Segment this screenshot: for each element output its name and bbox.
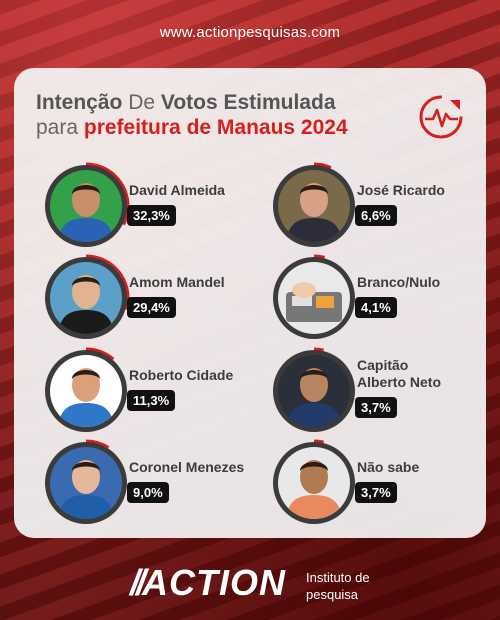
candidate-name-line: Coronel Menezes	[129, 459, 245, 475]
candidate-name-line: José Ricardo	[357, 182, 445, 198]
candidate-photo	[50, 447, 122, 519]
title-word-votos: Votos Estimulada	[160, 91, 336, 114]
percent-badge: 4,1%	[355, 297, 397, 318]
title-highlight: prefeitura de Manaus 2024	[83, 116, 348, 139]
candidate-photo	[50, 355, 122, 427]
candidate-name: Coronel Menezes	[129, 459, 244, 476]
brand-subtitle: Instituto de pesquisa	[306, 569, 370, 603]
candidate-name: Capitão Alberto Neto	[357, 357, 441, 391]
candidate-name-line: Não sabe	[357, 459, 420, 475]
percent-arc	[270, 347, 358, 435]
percent-arc	[270, 254, 358, 342]
candidate-name-line: Amom Mandel	[129, 274, 225, 290]
percent-ring	[270, 347, 358, 435]
brand-slashes: //	[130, 562, 146, 603]
percent-badge: 32,3%	[127, 205, 176, 226]
title-line-2: para prefeitura de Manaus 2024	[36, 116, 348, 140]
percent-badge: 6,6%	[355, 205, 397, 226]
percent-badge: 29,4%	[127, 297, 176, 318]
brand-name: ACTION	[142, 562, 287, 603]
candidate-name: David Almeida	[129, 182, 225, 199]
candidate-photo	[50, 262, 122, 334]
candidate-name-line: Roberto Cidade	[129, 367, 234, 383]
percent-badge: 3,7%	[355, 482, 397, 503]
candidate-name: Branco/Nulo	[357, 274, 440, 291]
candidate-name-line: Capitão	[357, 357, 409, 373]
percent-ring	[270, 254, 358, 342]
candidate-photo	[50, 170, 122, 242]
site-url[interactable]: www.actionpesquisas.com	[159, 24, 341, 41]
brand-sub-line-2: pesquisa	[306, 587, 359, 602]
title-word-para: para	[36, 116, 84, 139]
percent-arc	[270, 439, 358, 527]
percent-badge: 11,3%	[127, 390, 176, 411]
candidate-name-line: David Almeida	[129, 182, 225, 198]
candidate-name: José Ricardo	[357, 182, 445, 199]
brand-sub-line-1: Instituto de	[306, 570, 370, 585]
brand-logo: //ACTION	[130, 562, 286, 604]
candidate-name: Roberto Cidade	[129, 367, 233, 384]
percent-badge: 9,0%	[127, 482, 169, 503]
percent-ring	[42, 439, 130, 527]
candidate-name: Não sabe	[357, 459, 419, 476]
ballot-box-image	[278, 262, 350, 334]
poll-chart-icon	[419, 95, 463, 139]
candidate-photo	[278, 447, 350, 519]
percent-arc	[42, 347, 130, 435]
candidate-name-line: Alberto Neto	[357, 374, 441, 390]
candidate-name-line: Branco/Nulo	[357, 274, 441, 290]
percent-ring	[270, 439, 358, 527]
percent-ring	[42, 347, 130, 435]
title-word-intencao: Intenção	[36, 91, 123, 114]
candidate-name: Amom Mandel	[129, 274, 225, 291]
percent-arc	[42, 439, 130, 527]
percent-arc	[270, 162, 358, 250]
candidate-photo	[278, 170, 350, 242]
title-line-1: Intenção De Votos Estimulada	[36, 91, 336, 115]
percent-ring	[270, 162, 358, 250]
candidate-photo	[278, 355, 350, 427]
percent-badge: 3,7%	[355, 397, 397, 418]
title-word-de: De	[122, 91, 161, 114]
